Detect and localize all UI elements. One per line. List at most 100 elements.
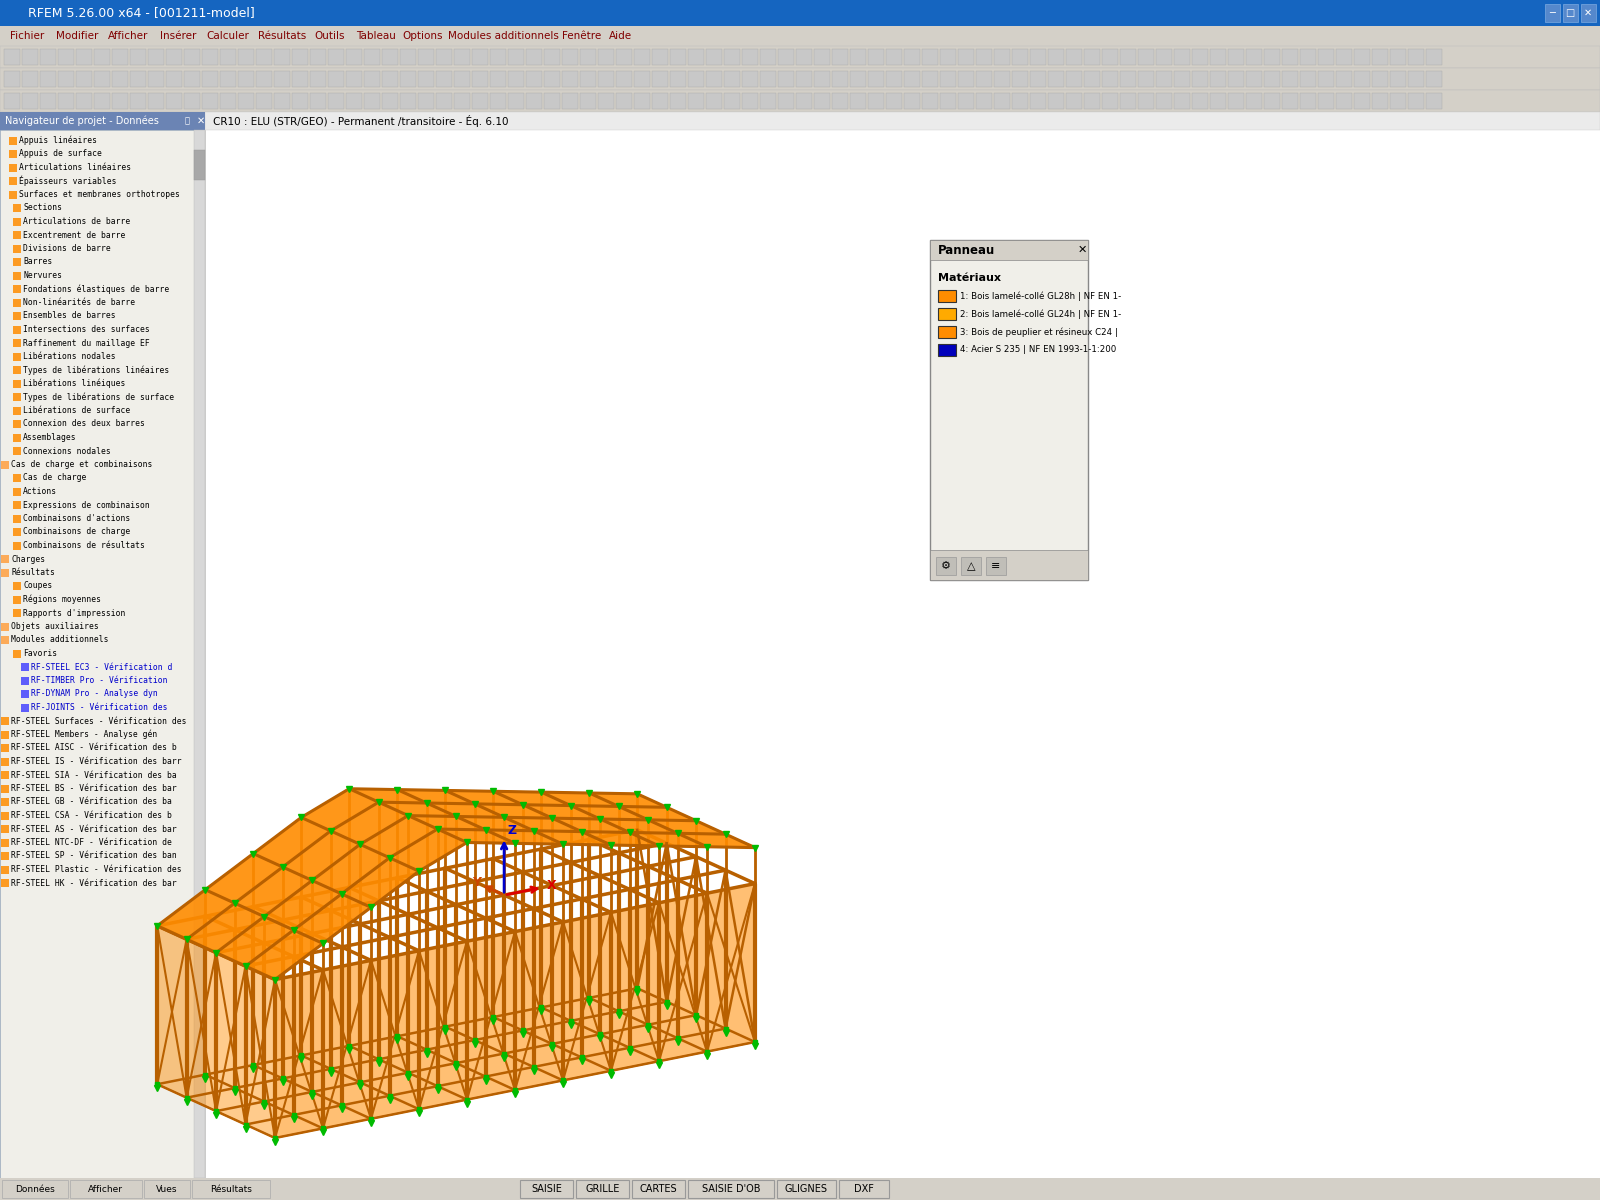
Text: Connexion des deux barres: Connexion des deux barres — [22, 420, 146, 428]
Bar — [346, 92, 362, 109]
Bar — [760, 71, 776, 86]
Bar — [13, 487, 21, 496]
Bar — [778, 49, 794, 65]
Bar — [579, 92, 595, 109]
Bar — [13, 446, 21, 455]
Bar — [2, 623, 10, 630]
Text: Intersections des surfaces: Intersections des surfaces — [22, 325, 150, 334]
Bar — [797, 71, 813, 86]
Text: ✕: ✕ — [197, 116, 205, 126]
Text: RF-STEEL AISC - Vérification des b: RF-STEEL AISC - Vérification des b — [11, 744, 176, 752]
Bar — [202, 49, 218, 65]
Text: Ensembles de barres: Ensembles de barres — [22, 312, 115, 320]
Bar — [365, 92, 381, 109]
Bar — [1210, 49, 1226, 65]
Bar — [238, 71, 254, 86]
Bar — [814, 71, 830, 86]
Bar — [13, 245, 21, 252]
Polygon shape — [571, 805, 648, 820]
Bar — [962, 557, 981, 575]
Bar — [454, 92, 470, 109]
Polygon shape — [456, 816, 533, 830]
Polygon shape — [523, 805, 600, 820]
Bar — [832, 92, 848, 109]
Text: Actions: Actions — [22, 487, 58, 496]
Bar — [21, 677, 29, 684]
Bar — [1120, 49, 1136, 65]
Bar — [1264, 71, 1280, 86]
Bar — [346, 49, 362, 65]
Polygon shape — [293, 894, 371, 943]
Text: Expressions de combinaison: Expressions de combinaison — [22, 500, 150, 510]
Bar — [1048, 71, 1064, 86]
Bar — [1336, 49, 1352, 65]
Bar — [13, 474, 21, 482]
Bar — [598, 49, 614, 65]
Text: Outils: Outils — [315, 31, 346, 41]
Bar — [365, 49, 381, 65]
Bar — [166, 71, 182, 86]
Bar — [382, 71, 398, 86]
Polygon shape — [264, 881, 341, 930]
Bar — [976, 49, 992, 65]
Bar — [202, 71, 218, 86]
Bar — [930, 240, 1088, 580]
Bar — [1354, 92, 1370, 109]
Bar — [2, 554, 10, 563]
Bar — [13, 258, 21, 266]
Bar — [1030, 71, 1046, 86]
Bar — [3, 92, 19, 109]
Text: RFEM 5.26.00 x64 - [001211-model]: RFEM 5.26.00 x64 - [001211-model] — [29, 6, 254, 19]
Bar — [742, 92, 758, 109]
Text: Libérations linéiques: Libérations linéiques — [22, 379, 125, 389]
Bar — [922, 92, 938, 109]
Bar — [166, 92, 182, 109]
Bar — [520, 1180, 573, 1198]
Polygon shape — [187, 940, 216, 1111]
Text: CR10 : ELU (STR/GEO) - Permanent /transitoire - Éq. 6.10: CR10 : ELU (STR/GEO) - Permanent /transi… — [213, 115, 509, 127]
Text: Tableau: Tableau — [355, 31, 395, 41]
Text: Modifier: Modifier — [56, 31, 99, 41]
Text: Régions moyennes: Régions moyennes — [22, 595, 101, 605]
Bar — [706, 92, 722, 109]
Bar — [435, 49, 453, 65]
Bar — [274, 49, 290, 65]
Bar — [2, 569, 10, 576]
Bar — [58, 92, 74, 109]
Text: Données: Données — [14, 1184, 54, 1194]
Bar — [472, 49, 488, 65]
Bar — [1192, 71, 1208, 86]
Polygon shape — [419, 941, 467, 1109]
Bar — [1282, 49, 1298, 65]
Bar — [418, 92, 434, 109]
Bar — [10, 137, 18, 144]
Text: Résultats: Résultats — [258, 31, 306, 41]
Bar — [814, 92, 830, 109]
Bar — [0, 90, 1600, 112]
Bar — [130, 49, 146, 65]
Bar — [509, 49, 525, 65]
Bar — [13, 379, 21, 388]
Bar — [256, 92, 272, 109]
Text: Articulations de barre: Articulations de barre — [22, 217, 130, 226]
Text: 4: Acier S 235 | NF EN 1993-1-1:200: 4: Acier S 235 | NF EN 1993-1-1:200 — [960, 346, 1117, 354]
Bar — [936, 557, 957, 575]
Polygon shape — [371, 950, 419, 1118]
Bar — [1102, 92, 1118, 109]
Bar — [634, 49, 650, 65]
Bar — [13, 338, 21, 347]
Bar — [653, 71, 669, 86]
Polygon shape — [659, 893, 707, 1061]
Bar — [77, 92, 93, 109]
Bar — [1210, 71, 1226, 86]
Bar — [13, 515, 21, 522]
Text: Excentrement de barre: Excentrement de barre — [22, 230, 125, 240]
Bar — [1030, 92, 1046, 109]
Bar — [778, 71, 794, 86]
Polygon shape — [445, 791, 523, 805]
Text: RF-STEEL GB - Vérification des ba: RF-STEEL GB - Vérification des ba — [11, 798, 171, 806]
Polygon shape — [467, 931, 515, 1099]
Text: RF-STEEL EC3 - Vérification d: RF-STEEL EC3 - Vérification d — [30, 662, 173, 672]
Bar — [184, 71, 200, 86]
Bar — [938, 308, 957, 320]
